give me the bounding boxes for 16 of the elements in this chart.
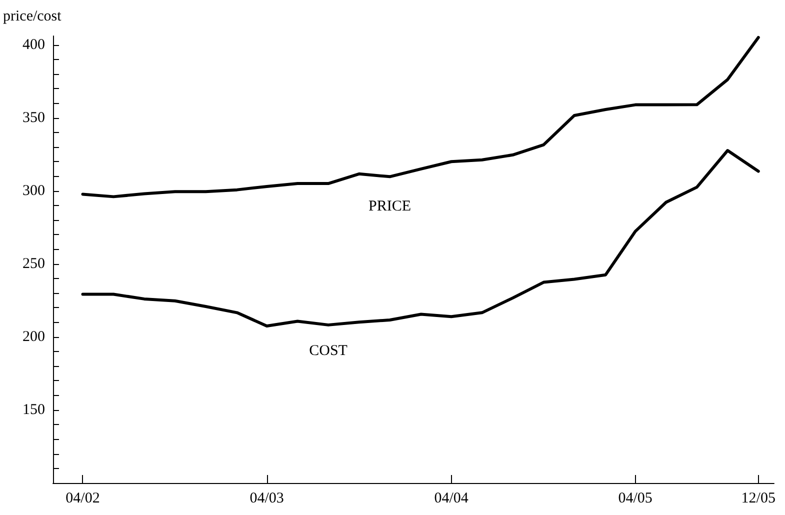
y-tick-label: 400	[22, 36, 45, 53]
line-series	[81, 36, 760, 198]
y-tick-label: 250	[22, 256, 45, 272]
x-tick-label: 04/02	[66, 490, 100, 506]
y-tick-label: 150	[22, 402, 45, 418]
series-label: PRICE	[368, 198, 412, 215]
y-tick-label: 350	[22, 110, 45, 126]
x-tick-label: 12/05	[741, 490, 776, 506]
series-label: COST	[309, 342, 348, 359]
x-tick-label: 04/03	[250, 490, 284, 506]
x-tick-label: 04/05	[618, 490, 652, 506]
x-tick-label: 04/04	[434, 490, 469, 506]
y-tick-label: 200	[22, 328, 45, 345]
y-tick-label: 300	[22, 182, 45, 199]
line-series	[81, 149, 760, 328]
y-axis-title: price/cost	[3, 8, 62, 24]
